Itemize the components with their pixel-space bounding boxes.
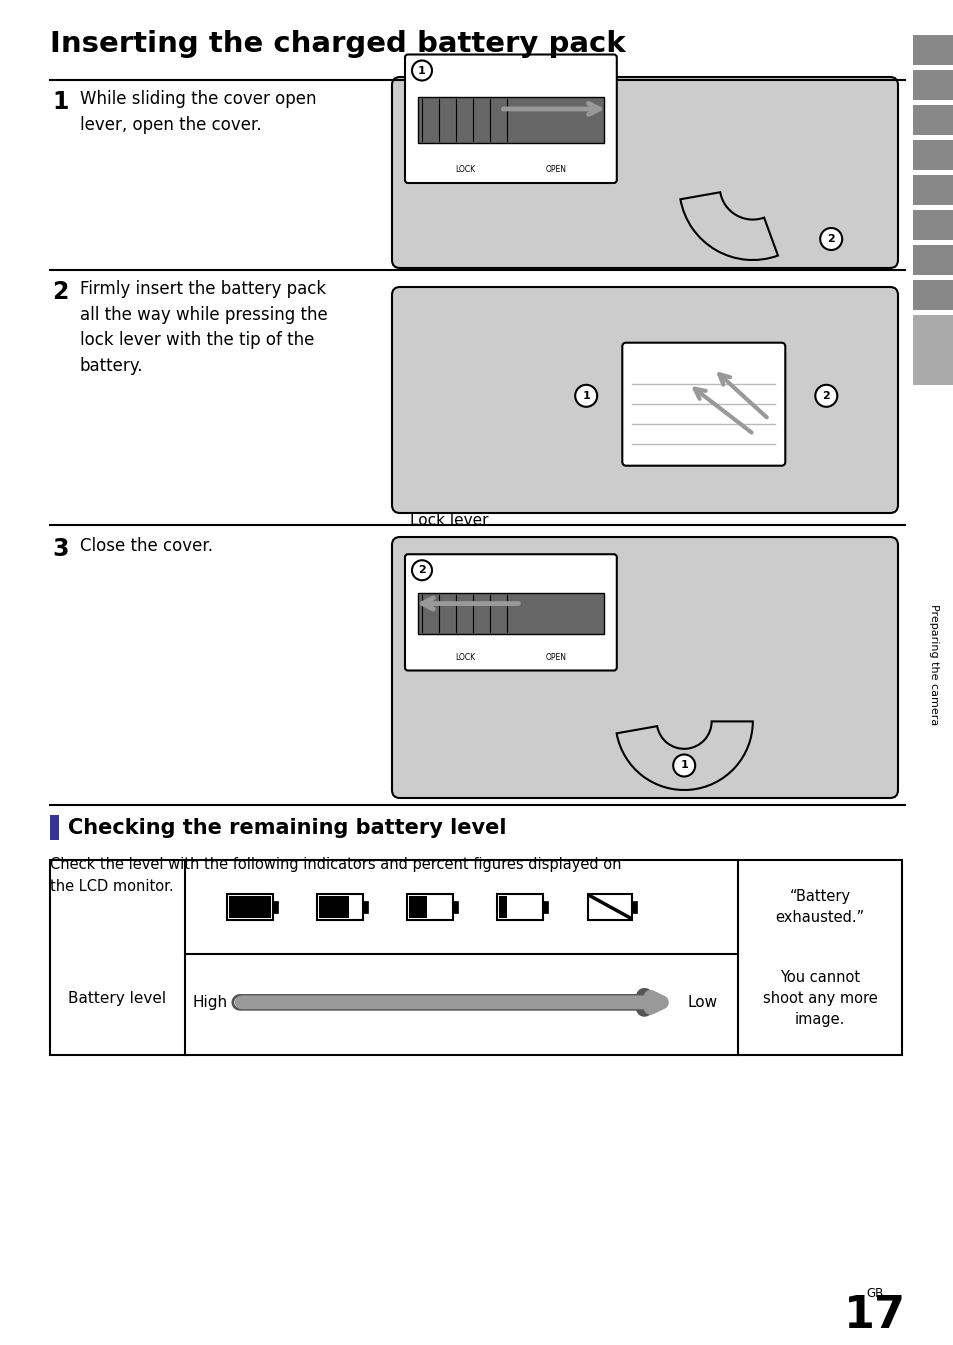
Text: Lock lever: Lock lever — [410, 512, 488, 529]
Wedge shape — [616, 721, 752, 790]
Bar — [587, 894, 631, 920]
FancyBboxPatch shape — [621, 343, 784, 465]
Bar — [229, 896, 271, 917]
Text: OPEN: OPEN — [545, 165, 566, 174]
FancyBboxPatch shape — [405, 554, 617, 671]
Text: Low: Low — [687, 995, 718, 1010]
Text: 2: 2 — [417, 565, 425, 576]
Bar — [227, 894, 273, 920]
Text: You cannot
shoot any more
image.: You cannot shoot any more image. — [761, 970, 877, 1028]
Text: Checking the remaining battery level: Checking the remaining battery level — [68, 818, 506, 838]
Text: 1: 1 — [679, 760, 687, 771]
Bar — [316, 894, 363, 920]
Text: 1: 1 — [417, 66, 425, 75]
Bar — [318, 896, 349, 917]
Text: “Battery
exhausted.”: “Battery exhausted.” — [775, 889, 863, 925]
Text: LOCK: LOCK — [456, 165, 476, 174]
Bar — [631, 901, 637, 913]
Text: 2: 2 — [826, 234, 834, 243]
Bar — [50, 859, 901, 1054]
Text: High: High — [193, 995, 228, 1010]
Bar — [542, 901, 547, 913]
Bar — [409, 896, 427, 917]
FancyBboxPatch shape — [392, 286, 897, 512]
Bar — [363, 901, 368, 913]
Circle shape — [815, 385, 837, 406]
Text: Firmly insert the battery pack
all the way while pressing the
lock lever with th: Firmly insert the battery pack all the w… — [80, 280, 328, 375]
FancyBboxPatch shape — [392, 537, 897, 798]
Bar — [273, 901, 277, 913]
Bar — [912, 315, 953, 385]
Bar — [497, 894, 542, 920]
Text: Check the level with the following indicators and percent figures displayed on
t: Check the level with the following indic… — [50, 857, 620, 894]
Bar — [50, 815, 59, 841]
Text: Close the cover.: Close the cover. — [80, 537, 213, 555]
Circle shape — [412, 61, 432, 81]
Text: Preparing the camera: Preparing the camera — [928, 604, 938, 725]
Circle shape — [820, 229, 841, 250]
Text: 17: 17 — [843, 1294, 905, 1337]
FancyBboxPatch shape — [392, 77, 897, 268]
Bar — [912, 140, 953, 169]
Circle shape — [412, 561, 432, 580]
Text: While sliding the cover open
lever, open the cover.: While sliding the cover open lever, open… — [80, 90, 316, 133]
Text: 3: 3 — [52, 537, 69, 561]
Bar — [912, 175, 953, 204]
Bar — [912, 210, 953, 239]
Bar — [453, 901, 457, 913]
Bar — [498, 896, 506, 917]
Circle shape — [673, 755, 695, 776]
Text: OPEN: OPEN — [545, 652, 566, 662]
Text: 2: 2 — [52, 280, 69, 304]
Wedge shape — [679, 192, 777, 260]
Bar — [912, 105, 953, 134]
Text: LOCK: LOCK — [456, 652, 476, 662]
Text: Battery level: Battery level — [68, 991, 166, 1006]
Bar — [417, 593, 603, 635]
Bar — [912, 70, 953, 100]
Text: GB: GB — [865, 1287, 882, 1301]
Text: 1: 1 — [52, 90, 69, 114]
Circle shape — [575, 385, 597, 406]
Text: Inserting the charged battery pack: Inserting the charged battery pack — [50, 30, 625, 58]
Bar — [912, 280, 953, 309]
Bar — [912, 245, 953, 274]
Bar — [912, 35, 953, 65]
Bar — [407, 894, 453, 920]
Text: 2: 2 — [821, 391, 829, 401]
Bar — [417, 97, 603, 144]
FancyBboxPatch shape — [405, 55, 617, 183]
Text: 1: 1 — [581, 391, 590, 401]
